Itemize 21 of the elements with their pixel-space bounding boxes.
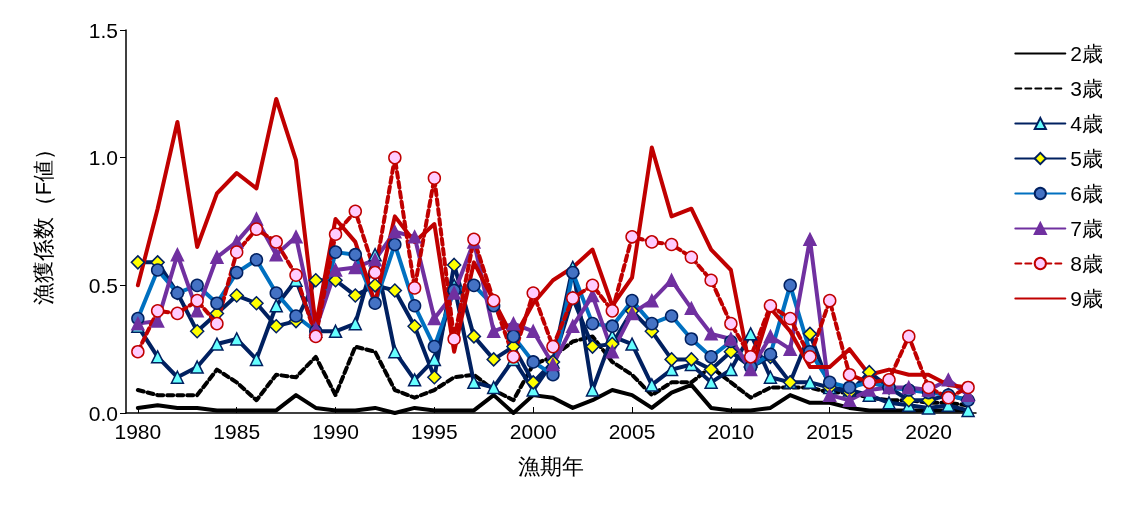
x-tick-label: 1990 bbox=[312, 420, 359, 443]
x-tick-label: 2015 bbox=[806, 420, 854, 443]
y-tick-label: 1.0 bbox=[88, 146, 118, 170]
legend-label: 9歳 bbox=[1070, 287, 1104, 310]
legend-label: 2歳 bbox=[1070, 42, 1104, 65]
x-tick-label: 2005 bbox=[608, 420, 656, 443]
y-tick-label: 0.5 bbox=[88, 273, 118, 297]
x-tick-label: 1995 bbox=[411, 420, 458, 443]
legend-label: 8歳 bbox=[1070, 252, 1104, 275]
y-tick-label: 1.5 bbox=[88, 18, 118, 42]
x-tick-label: 2000 bbox=[509, 420, 557, 443]
x-tick-label: 2020 bbox=[905, 420, 952, 443]
x-axis-title: 漁期年 bbox=[518, 453, 584, 479]
y-axis-title: 漁獲係数（F値） bbox=[30, 137, 56, 306]
legend-label: 7歳 bbox=[1070, 217, 1104, 240]
legend-label: 4歳 bbox=[1070, 112, 1104, 135]
x-tick-label: 1985 bbox=[213, 420, 261, 443]
x-tick-label: 2010 bbox=[707, 420, 755, 443]
legend-label: 6歳 bbox=[1070, 182, 1104, 205]
legend-label: 3歳 bbox=[1070, 77, 1104, 100]
legend-label: 5歳 bbox=[1070, 147, 1104, 170]
